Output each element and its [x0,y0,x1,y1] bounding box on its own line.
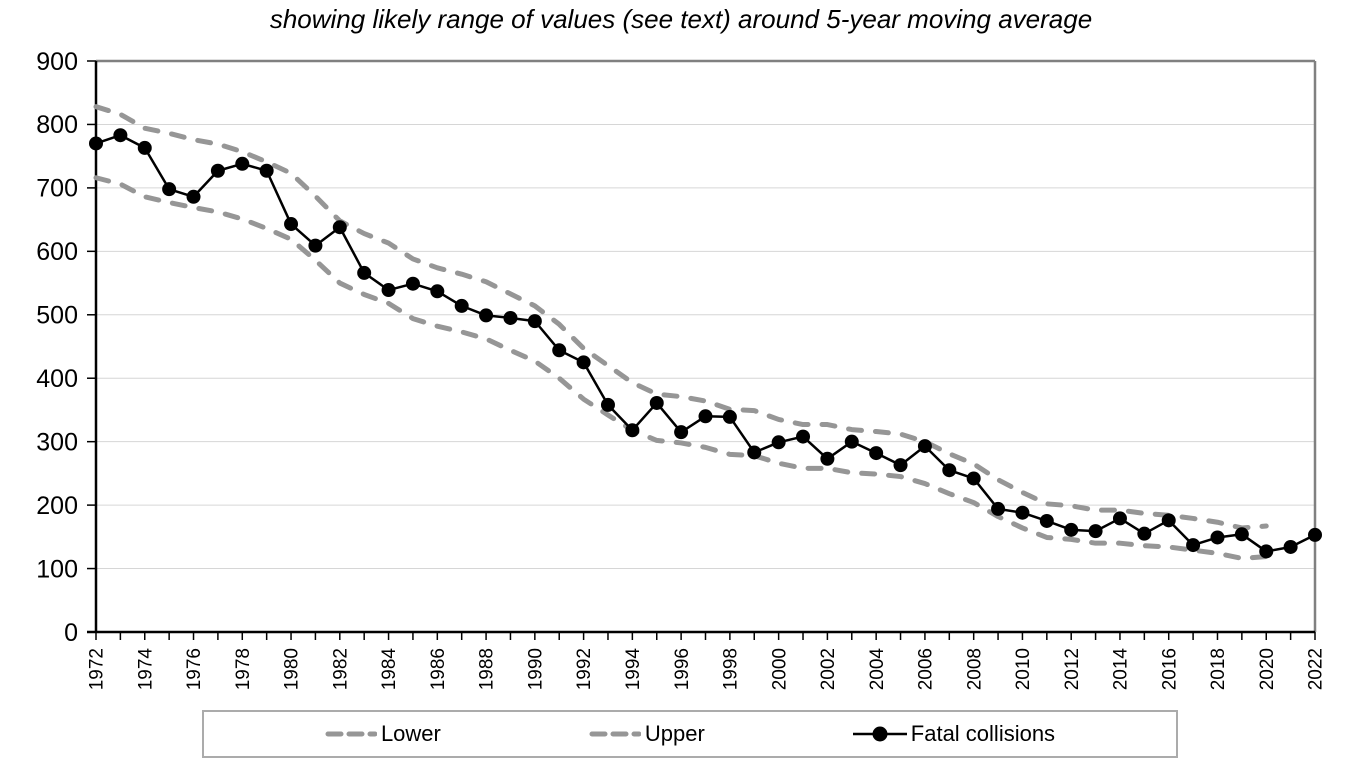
dashed-line-sample-icon [589,731,641,737]
svg-text:2016: 2016 [1159,648,1180,690]
legend-item-fatal-collisions: Fatal collisions [852,721,1056,747]
svg-text:2014: 2014 [1111,648,1132,691]
svg-text:100: 100 [36,555,78,583]
svg-text:2010: 2010 [1013,648,1034,690]
svg-text:2020: 2020 [1257,648,1278,690]
gridlines [96,123,1315,570]
legend-label-lower: Lower [380,721,441,746]
svg-text:1998: 1998 [721,648,742,690]
svg-text:800: 800 [36,111,78,139]
svg-text:1974: 1974 [135,648,156,691]
svg-text:1972: 1972 [87,648,108,690]
svg-text:2004: 2004 [867,648,888,691]
svg-text:2012: 2012 [1062,648,1083,690]
svg-text:1976: 1976 [184,648,205,690]
svg-text:300: 300 [36,428,78,456]
svg-text:2022: 2022 [1306,648,1327,690]
svg-text:700: 700 [36,175,78,203]
svg-text:2008: 2008 [964,648,985,690]
svg-text:0: 0 [64,619,78,647]
y-axis-ticks-labels: 0 100 200 300 400 500 600 700 800 900 [36,48,96,647]
svg-text:1996: 1996 [672,648,693,690]
svg-text:1990: 1990 [525,648,546,690]
svg-text:2000: 2000 [769,648,790,690]
svg-text:400: 400 [36,365,78,393]
svg-text:600: 600 [36,238,78,266]
svg-text:1986: 1986 [428,648,449,690]
svg-text:1980: 1980 [282,648,303,690]
legend-item-lower: Lower [325,721,441,747]
series-lower [93,175,1269,561]
svg-text:1978: 1978 [233,648,254,690]
svg-text:1994: 1994 [623,648,644,691]
svg-text:1982: 1982 [330,648,351,690]
svg-text:900: 900 [36,48,78,76]
legend-label-fatal-collisions: Fatal collisions [910,721,1056,746]
svg-text:2002: 2002 [818,648,839,690]
svg-text:200: 200 [36,492,78,520]
legend-label-upper: Upper [644,721,705,746]
line-marker-sample-icon [852,726,907,742]
svg-text:500: 500 [36,302,78,330]
chart-title: showing likely range of values (see text… [269,4,1093,34]
axes [87,61,1315,634]
svg-text:2018: 2018 [1208,648,1229,690]
svg-text:2006: 2006 [916,648,937,690]
series-fatal-collisions [89,128,1322,559]
svg-text:1984: 1984 [379,648,400,691]
legend: Lower Upper Fatal collisions [202,710,1178,758]
svg-text:1992: 1992 [574,648,595,690]
svg-text:1988: 1988 [477,648,498,690]
legend-item-upper: Upper [589,721,705,747]
x-axis-ticks-labels: 1972 1974 1976 1978 1980 1982 1984 1986 1988 1990… [87,632,1327,690]
dashed-line-sample-icon [325,731,377,737]
